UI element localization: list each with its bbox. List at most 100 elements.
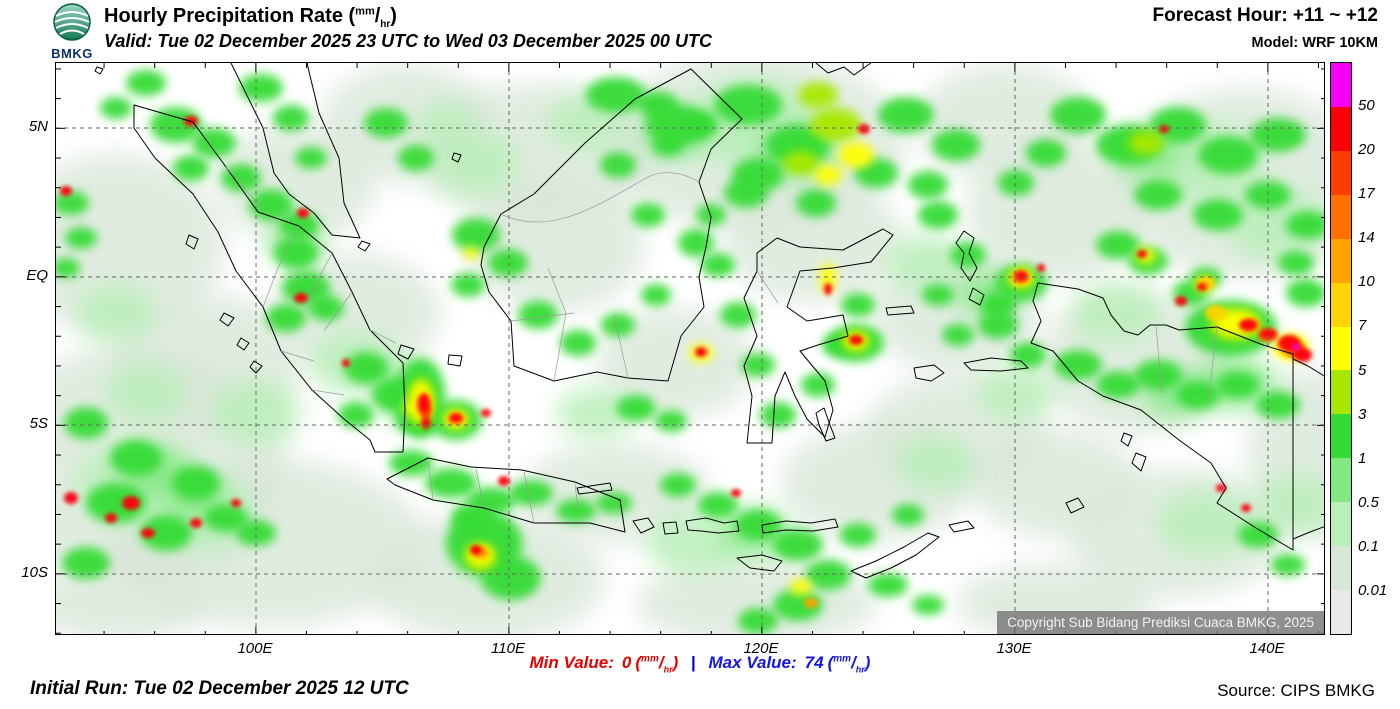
precip-cell — [1054, 350, 1102, 380]
precip-cell — [481, 409, 491, 417]
precip-cell — [814, 165, 842, 185]
precip-cell — [470, 545, 482, 555]
minmax-separator: | — [690, 653, 696, 672]
precip-cell — [449, 413, 463, 423]
precip-cell — [150, 107, 202, 143]
precip-cell — [556, 499, 596, 523]
precip-cell — [173, 155, 209, 181]
precip-cell — [942, 324, 974, 346]
precip-cell — [1150, 107, 1206, 143]
precip-cell — [641, 284, 671, 306]
lon-tick-130e: 130E — [996, 640, 1032, 657]
lon-tick-100e: 100E — [237, 640, 273, 657]
precip-cell — [773, 529, 823, 561]
bmkg-logo: BMKG — [44, 2, 100, 61]
source-text: Source: CIPS BMKG — [1217, 681, 1375, 700]
precip-cell — [660, 473, 696, 497]
lon-tick-120e: 120E — [743, 640, 779, 657]
precip-cell — [896, 435, 976, 491]
precip-cell — [122, 496, 140, 510]
precip-cell — [804, 598, 818, 608]
precip-cell — [1216, 484, 1226, 492]
precip-cell — [720, 302, 756, 328]
precip-cell — [297, 208, 309, 218]
coastlines — [94, 63, 1324, 579]
minmax-line: Min Value: 0 (mm/hr) | Max Value: 74 (mm/hr) — [0, 653, 1400, 674]
precip-cell — [463, 247, 479, 259]
precip-cell — [950, 242, 986, 268]
lon-tick-140e: 140E — [1249, 640, 1285, 657]
precip-cell — [1010, 342, 1046, 368]
precip-cell — [912, 595, 944, 615]
precip-cell — [342, 359, 350, 367]
bmkg-logo-text: BMKG — [51, 46, 93, 61]
precip-cell — [86, 483, 146, 523]
precip-cell — [266, 304, 306, 332]
precip-cell — [1217, 372, 1259, 398]
precip-cell — [425, 468, 477, 498]
precip-cell — [1193, 199, 1243, 231]
precip-cell — [518, 301, 558, 329]
precip-cell — [655, 410, 687, 432]
precip-cell — [1037, 264, 1045, 272]
precip-cell — [1292, 344, 1300, 350]
precip-cell — [560, 330, 596, 356]
precip-cell — [1015, 271, 1027, 281]
precip-cell — [431, 131, 521, 195]
forecast-map: Copyright Sub Bidang Prediksi Cuaca BMKG… — [55, 62, 1325, 635]
legend-value: 7 — [1358, 317, 1367, 335]
lon-tick-110e: 110E — [491, 640, 525, 657]
precip-cell — [1286, 211, 1324, 239]
precip-cell — [878, 97, 934, 133]
colorbar-segment — [1331, 63, 1351, 107]
precip-cell — [601, 313, 635, 337]
precip-cell — [922, 284, 954, 306]
precip-cell — [62, 547, 110, 579]
precip-cell — [105, 513, 117, 523]
precip-cell — [273, 105, 309, 131]
precip-cell — [1205, 305, 1227, 321]
legend-value: 3 — [1358, 405, 1367, 423]
title-text: Hourly Precipitation Rate — [104, 5, 349, 27]
forecast-hour-text: Forecast Hour: +11 ~ +12 — [1152, 5, 1378, 26]
precip-cell — [1238, 522, 1278, 548]
coast-malay-peninsula — [230, 63, 361, 239]
precip-cell — [1026, 139, 1066, 167]
precip-cell — [798, 82, 838, 108]
precip-cell — [1286, 279, 1324, 307]
precip-cell — [631, 203, 665, 227]
precip-cell — [172, 466, 220, 500]
gridlines — [56, 63, 1324, 634]
precip-cell — [731, 489, 741, 497]
min-value-text: Min Value: 0 (mm/hr) — [529, 653, 679, 675]
precip-cell — [596, 308, 756, 418]
valid-range-text: Valid: Tue 02 December 2025 23 UTC to We… — [104, 31, 712, 51]
precip-cell — [824, 283, 832, 295]
colorbar-segment — [1331, 502, 1351, 547]
colorbar-segment — [1331, 194, 1351, 239]
precip-cell — [790, 579, 812, 595]
precip-cell — [698, 492, 738, 518]
colorbar-labels: 50 20 17 14 10 7 5 3 1 0.5 0.1 0.01 — [1358, 62, 1400, 635]
precip-cell — [783, 151, 819, 175]
precip-cell — [1134, 360, 1182, 390]
precip-cell — [1159, 125, 1169, 133]
colorbar-segment — [1331, 458, 1351, 503]
precip-cell — [192, 128, 236, 158]
precip-cell — [892, 504, 924, 526]
precip-cell — [221, 164, 261, 192]
legend-value: 10 — [1358, 273, 1375, 291]
precip-cell — [1250, 118, 1306, 152]
precip-cell — [726, 183, 906, 303]
colorbar-segment — [1331, 546, 1351, 591]
precip-cell — [918, 201, 958, 229]
precip-cell — [76, 283, 156, 343]
precip-cell — [646, 511, 746, 575]
precip-cell — [110, 440, 162, 476]
precip-cell — [1198, 136, 1258, 174]
precip-cell — [1128, 131, 1164, 155]
legend-value: 0.01 — [1358, 581, 1388, 599]
precip-cell — [488, 249, 528, 277]
precip-cell — [1278, 251, 1314, 275]
precip-cell — [452, 218, 500, 252]
